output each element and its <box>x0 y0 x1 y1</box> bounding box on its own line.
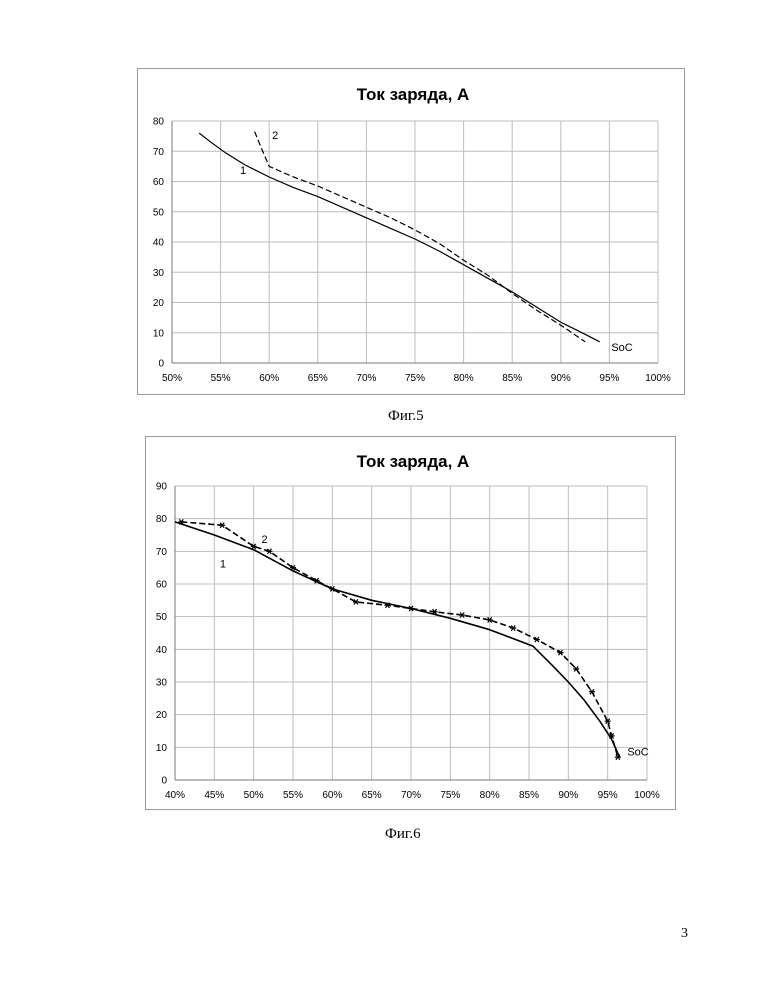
y-tick-label: 20 <box>153 298 165 309</box>
annotation-label: SoC <box>611 342 632 354</box>
x-tick-label: 50% <box>244 790 264 801</box>
series-2-line <box>255 132 585 342</box>
y-tick-label: 40 <box>153 238 165 249</box>
x-tick-label: 70% <box>401 790 421 801</box>
x-tick-label: 55% <box>283 790 303 801</box>
x-tick-label: 75% <box>405 373 425 384</box>
chart-5-frame: Ток заряда, А 0 10 20 30 40 50 60 70 80 50% 55% 60% 6… <box>137 68 685 395</box>
series-2-point <box>534 637 540 642</box>
series-2-point <box>589 689 595 694</box>
annotation-label: 2 <box>272 130 278 142</box>
x-tick-label: 60% <box>322 790 342 801</box>
y-tick-label: 10 <box>156 743 168 754</box>
chart-6-frame: Ток заряда, А 0 10 20 30 40 50 60 70 80 90 40% 45% 50… <box>145 436 676 810</box>
figure-6-caption: Фиг.6 <box>385 826 421 843</box>
y-tick-label: 70 <box>153 147 165 158</box>
annotation-label: SoC <box>627 747 648 759</box>
y-tick-label: 60 <box>153 177 165 188</box>
series-2-point <box>510 626 516 631</box>
chart-6-svg: Ток заряда, А 0 10 20 30 40 50 60 70 80 90 40% 45% 50… <box>146 437 677 811</box>
x-tick-label: 85% <box>502 373 522 384</box>
y-tick-label: 40 <box>156 645 168 656</box>
series-2-point <box>557 650 563 655</box>
y-tick-label: 80 <box>153 117 165 128</box>
series-2-line <box>181 522 618 757</box>
x-tick-label: 65% <box>308 373 328 384</box>
y-tick-label: 30 <box>156 678 168 689</box>
figure-5-caption: Фиг.5 <box>388 408 424 425</box>
y-tick-label: 60 <box>156 580 168 591</box>
annotation-label: 1 <box>240 165 246 177</box>
series-2-point <box>353 599 359 604</box>
y-tick-label: 80 <box>156 514 168 525</box>
chart-5-svg: Ток заряда, А 0 10 20 30 40 50 60 70 80 50% 55% 60% 6… <box>138 69 686 396</box>
x-tick-label: 55% <box>211 373 231 384</box>
chart-title: Ток заряда, А <box>357 85 470 104</box>
series-1-line <box>199 133 600 342</box>
x-tick-label: 100% <box>645 373 671 384</box>
series-1-line <box>175 522 620 757</box>
y-tick-label: 0 <box>161 776 167 787</box>
y-tick-label: 70 <box>156 547 168 558</box>
x-tick-label: 45% <box>204 790 224 801</box>
series-2-point <box>219 523 225 528</box>
y-tick-label: 10 <box>153 328 165 339</box>
chart-title: Ток заряда, А <box>357 452 470 471</box>
annotation-label: 1 <box>220 559 226 571</box>
y-tick-label: 30 <box>153 268 165 279</box>
annotation-label: 2 <box>262 534 268 546</box>
x-tick-label: 85% <box>519 790 539 801</box>
x-tick-label: 65% <box>362 790 382 801</box>
page-number: 3 <box>681 926 688 942</box>
x-tick-label: 75% <box>440 790 460 801</box>
y-tick-label: 20 <box>156 710 168 721</box>
x-tick-label: 50% <box>162 373 182 384</box>
x-tick-label: 90% <box>551 373 571 384</box>
y-tick-label: 0 <box>158 359 164 370</box>
x-tick-label: 90% <box>558 790 578 801</box>
x-tick-label: 80% <box>480 790 500 801</box>
series-2-point <box>573 666 579 671</box>
y-tick-label: 50 <box>156 612 168 623</box>
y-tick-label: 50 <box>153 207 165 218</box>
y-tick-label: 90 <box>156 482 168 493</box>
x-tick-label: 40% <box>165 790 185 801</box>
x-tick-label: 95% <box>598 790 618 801</box>
x-tick-label: 100% <box>634 790 660 801</box>
x-tick-label: 60% <box>259 373 279 384</box>
series-2-point <box>266 549 272 554</box>
x-tick-label: 70% <box>356 373 376 384</box>
x-tick-label: 80% <box>454 373 474 384</box>
x-tick-label: 95% <box>599 373 619 384</box>
